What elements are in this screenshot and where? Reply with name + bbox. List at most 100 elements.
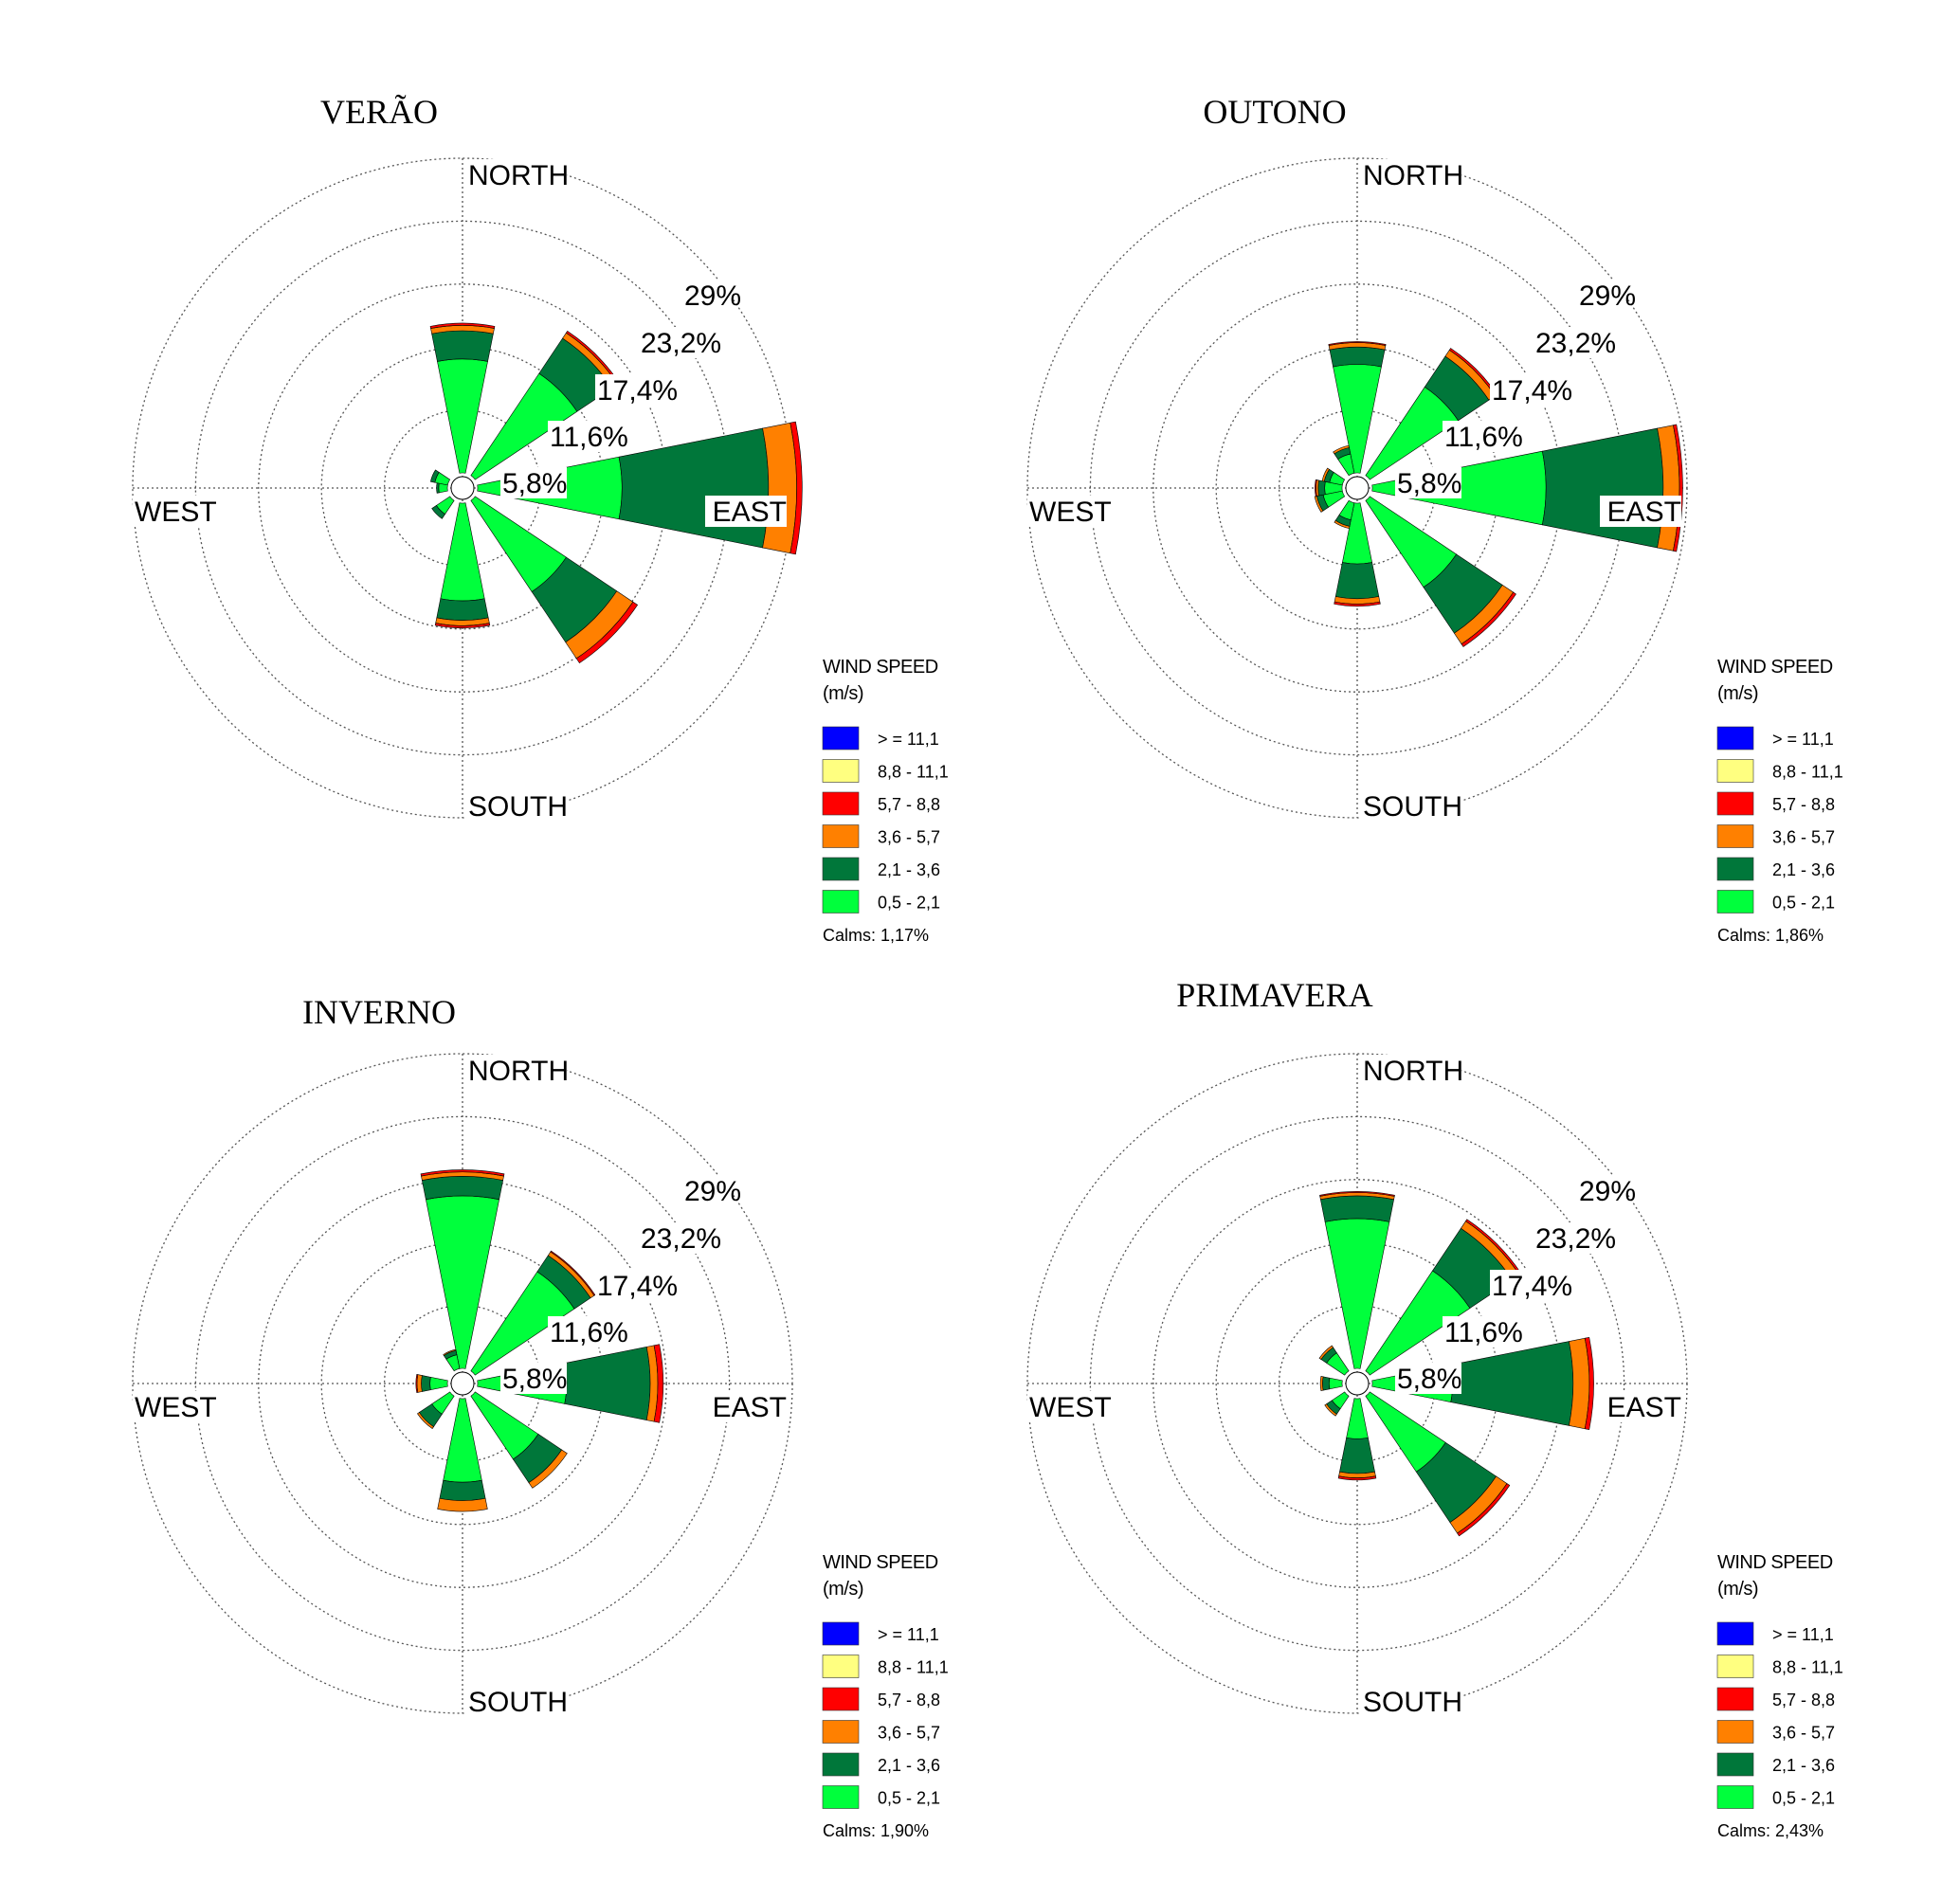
legend-swatch xyxy=(822,890,860,913)
ring-label-bg xyxy=(1490,1270,1571,1301)
center-hub xyxy=(1345,1371,1370,1396)
legend-swatch xyxy=(822,824,860,848)
legend-label: 0,5 - 2,1 xyxy=(878,1789,940,1808)
legend-title: WIND SPEED xyxy=(1717,1552,1833,1573)
ring-label-bg xyxy=(548,421,629,452)
wind-rose-panel: VERÃO 5,8% 11,6% 17,4% 23,2% 29% NORTH EAST SOUT… xyxy=(132,93,949,945)
wind-sector-bar xyxy=(415,1374,419,1393)
ring-label: 29% xyxy=(1579,1176,1636,1207)
legend-label: > = 11,1 xyxy=(878,730,939,749)
direction-label: NORTH xyxy=(468,160,569,191)
ring-label-bg xyxy=(548,1316,629,1347)
calms-label: Calms: 2,43% xyxy=(1717,1821,1824,1840)
panel-title: VERÃO xyxy=(320,93,438,131)
wind-sector-bar xyxy=(1333,444,1350,455)
legend-swatch xyxy=(1716,1655,1754,1678)
direction-label: SOUTH xyxy=(468,791,568,823)
direction-label: SOUTH xyxy=(468,1687,568,1718)
legend-label: 8,8 - 11,1 xyxy=(1772,1658,1843,1677)
legend-label: > = 11,1 xyxy=(1772,730,1834,749)
legend-swatch xyxy=(822,1720,860,1744)
legend-swatch xyxy=(822,1785,860,1809)
legend-swatch xyxy=(822,759,860,783)
legend-label: 3,6 - 5,7 xyxy=(1772,828,1835,847)
legend-title: WIND SPEED xyxy=(823,1552,938,1573)
legend-swatch xyxy=(1716,1720,1754,1744)
wind-sector-bar xyxy=(439,1479,486,1501)
legend-label: 0,5 - 2,1 xyxy=(1772,1789,1835,1808)
direction-label-bg xyxy=(466,1686,567,1717)
wind-sector-bar xyxy=(443,1348,457,1356)
legend-label: 8,8 - 11,1 xyxy=(878,1658,949,1677)
ring-label-bg xyxy=(682,280,734,311)
ring-label: 17,4% xyxy=(597,375,678,407)
wind-sector-bar xyxy=(1315,479,1317,497)
legend-label: 3,6 - 5,7 xyxy=(878,1724,940,1743)
ring-label-bg xyxy=(500,1363,567,1394)
wind-rose-panel: INVERNO 5,8% 11,6% 17,4% 23,2% 29% NORTH EAST SO… xyxy=(132,993,949,1840)
wind-sector-bar xyxy=(1334,601,1381,607)
legend-unit: (m/s) xyxy=(823,683,863,704)
wind-sector-bar xyxy=(437,1497,488,1512)
wind-sector-bar xyxy=(1457,1483,1511,1537)
ring-label: 23,2% xyxy=(1535,328,1616,359)
direction-label: WEST xyxy=(135,497,217,528)
legend-swatch xyxy=(822,1621,860,1646)
direction-label: WEST xyxy=(1029,1392,1112,1423)
direction-label-bg xyxy=(705,1391,787,1422)
legend-title: WIND SPEED xyxy=(1717,657,1833,678)
wind-sector-bar xyxy=(434,623,491,628)
ring-label: 11,6% xyxy=(1444,1317,1523,1348)
legend-swatch xyxy=(1716,890,1754,913)
ring-label-bg xyxy=(595,1270,677,1301)
panel-title: OUTONO xyxy=(1203,93,1346,131)
wind-sector-bar xyxy=(1334,519,1351,529)
ring-label: 29% xyxy=(684,1176,741,1207)
legend-swatch xyxy=(1716,1621,1754,1646)
ring-label: 29% xyxy=(1579,280,1636,312)
wind-sector-bar xyxy=(1334,562,1380,600)
direction-label: NORTH xyxy=(468,1056,569,1087)
direction-label-bg xyxy=(1361,790,1461,822)
direction-label-bg xyxy=(1361,159,1461,190)
legend-label: 2,1 - 3,6 xyxy=(1772,860,1835,879)
wind-sector-bar xyxy=(1314,496,1324,513)
legend-label: 3,6 - 5,7 xyxy=(1772,1724,1835,1743)
ring-label-bg xyxy=(1395,467,1461,498)
ring-label-bg xyxy=(1443,421,1524,452)
calms-label: Calms: 1,86% xyxy=(1717,926,1824,945)
calms-label: Calms: 1,90% xyxy=(823,1821,929,1840)
legend-swatch xyxy=(1716,1687,1754,1711)
legend-swatch xyxy=(1716,857,1754,881)
wind-sector-bar xyxy=(421,1176,504,1201)
legend-swatch xyxy=(1716,726,1754,751)
wind-sector-bar xyxy=(1322,1376,1331,1391)
ring-label-bg xyxy=(1534,1222,1615,1254)
wind-sector-bar xyxy=(1337,1475,1377,1481)
wind-sector-bar xyxy=(1317,479,1326,497)
direction-label-bg xyxy=(1027,496,1109,527)
ring-label-bg xyxy=(682,1175,734,1206)
wind-sector-bar xyxy=(421,1375,431,1392)
legend-title: WIND SPEED xyxy=(823,657,938,678)
direction-label: WEST xyxy=(135,1392,217,1423)
legend-label: 5,7 - 8,8 xyxy=(878,795,940,814)
ring-label: 23,2% xyxy=(641,328,721,359)
legend-unit: (m/s) xyxy=(1717,683,1758,704)
direction-label-bg xyxy=(1600,496,1681,527)
legend-swatch xyxy=(1716,1752,1754,1777)
ring-label: 17,4% xyxy=(1492,1271,1572,1302)
wind-sector-bar xyxy=(1328,341,1387,346)
legend-label: 0,5 - 2,1 xyxy=(878,894,940,913)
legend-swatch xyxy=(822,1655,860,1678)
direction-label: WEST xyxy=(1029,497,1112,528)
legend-swatch xyxy=(1716,1785,1754,1809)
direction-label-bg xyxy=(1361,1686,1461,1717)
direction-label-bg xyxy=(705,496,787,527)
wind-sector-bar xyxy=(436,482,440,494)
wind-sector-bar xyxy=(417,1412,434,1429)
direction-label-bg xyxy=(1600,1391,1681,1422)
wind-sector-bar xyxy=(1584,1336,1594,1431)
ring-label-bg xyxy=(1577,1175,1628,1206)
ring-label-bg xyxy=(1577,280,1628,311)
